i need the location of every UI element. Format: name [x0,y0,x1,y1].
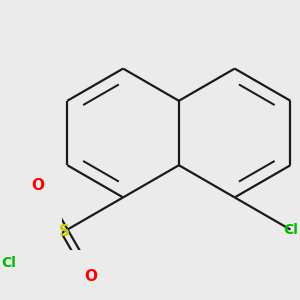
Text: Cl: Cl [1,256,16,271]
Text: O: O [84,269,98,284]
Text: O: O [32,178,45,193]
Text: Cl: Cl [283,223,298,237]
Text: S: S [59,224,70,239]
